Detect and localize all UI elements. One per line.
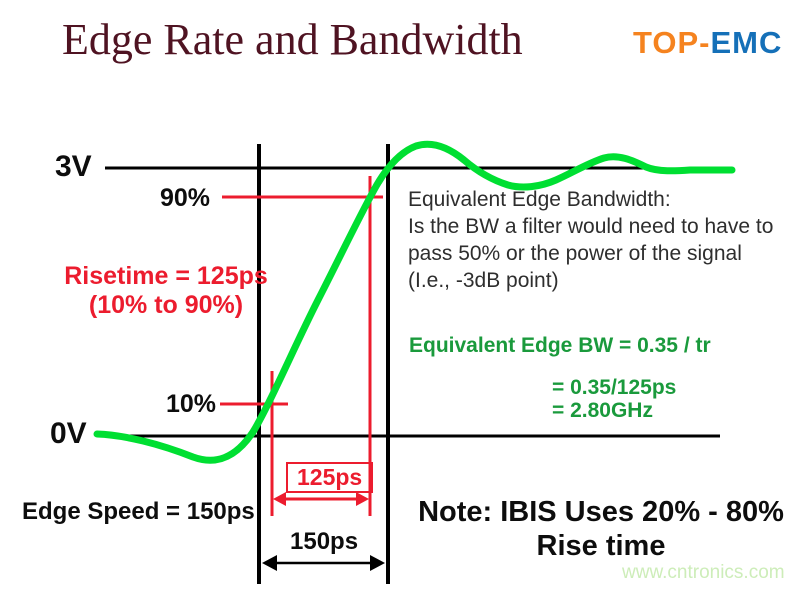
bw-formula: Equivalent Edge BW = 0.35 / tr (409, 334, 711, 357)
edge-span-150ps-label: 150ps (290, 528, 359, 555)
top-emc-logo: TOP-EMC (633, 25, 782, 61)
label-0v: 0V (50, 417, 87, 450)
logo-emc-text: EMC (710, 25, 783, 60)
risetime-arrowhead-right (356, 492, 369, 506)
page-title: Edge Rate and Bandwidth (62, 15, 523, 64)
bandwidth-def-line4: (I.e., -3dB point) (408, 269, 559, 292)
risetime-line1: Risetime = 125ps (64, 262, 268, 290)
label-90pct: 90% (160, 184, 211, 212)
logo-top-text: TOP- (633, 25, 711, 60)
ibis-note-line2: Rise time (536, 530, 666, 562)
bandwidth-def-line1: Equivalent Edge Bandwidth: (408, 188, 671, 211)
bw-calc-line2: = 2.80GHz (552, 399, 653, 422)
risetime-arrowhead-left (273, 492, 286, 506)
risetime-annotation: Risetime = 125ps (10% to 90%) (30, 262, 302, 320)
bandwidth-def-line3: pass 50% or the power of the signal (408, 242, 742, 265)
edge-speed-arrowhead-left (262, 555, 277, 571)
label-10pct: 10% (166, 390, 217, 418)
risetime-line2: (10% to 90%) (88, 291, 244, 319)
edge-speed-label: Edge Speed = 150ps (22, 498, 255, 525)
signal-curve (93, 140, 736, 464)
bw-calc-line1: = 0.35/125ps (552, 376, 677, 399)
bandwidth-definition: Equivalent Edge Bandwidth: Is the BW a f… (408, 186, 773, 294)
edge-speed-arrowhead-right (370, 555, 385, 571)
watermark: www.cntronics.com (622, 562, 785, 583)
bw-calculation: = 0.35/125ps = 2.80GHz (552, 376, 676, 422)
bandwidth-def-line2: Is the BW a filter would need to have to (408, 215, 774, 238)
ibis-note-line1: Note: IBIS Uses 20% - 80% (418, 496, 784, 528)
label-3v: 3V (55, 150, 92, 183)
rise-span-125ps-box: 125ps (286, 462, 374, 493)
ibis-note: Note: IBIS Uses 20% - 80% Rise time (402, 495, 800, 563)
